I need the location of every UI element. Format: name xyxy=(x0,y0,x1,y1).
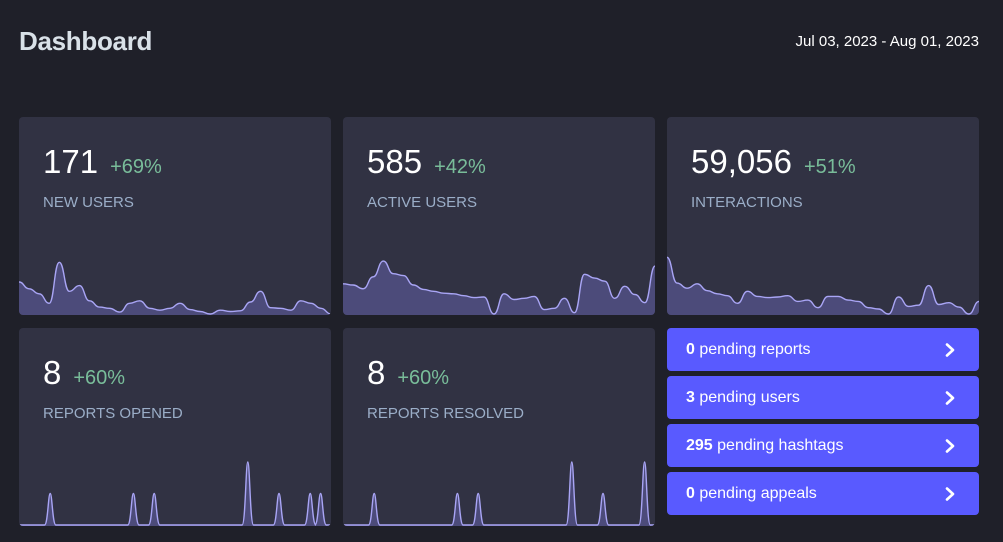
metric-value: 59,056 xyxy=(691,143,792,180)
metric-label: NEW USERS xyxy=(43,194,134,211)
metric-card-reports-opened: 8 +60% REPORTS OPENED xyxy=(19,328,331,526)
page-title: Dashboard xyxy=(19,26,153,56)
date-range: Jul 03, 2023 - Aug 01, 2023 xyxy=(795,33,979,50)
metric-label: ACTIVE USERS xyxy=(367,194,478,211)
sparkline-line xyxy=(343,461,655,526)
sparkline-chart xyxy=(343,260,655,315)
sparkline-area xyxy=(19,462,331,526)
chevron-right-icon xyxy=(945,486,955,501)
pending-hashtags-button[interactable]: 295 pending hashtags xyxy=(667,424,979,467)
pending-reports-button[interactable]: 0 pending reports xyxy=(667,328,979,371)
sparkline-chart xyxy=(19,461,331,526)
metric-label: REPORTS RESOLVED xyxy=(367,405,524,422)
sparkline-chart xyxy=(19,261,331,315)
metric-label: INTERACTIONS xyxy=(691,194,803,211)
sparkline-area xyxy=(343,462,655,526)
action-text: 295 pending hashtags xyxy=(686,436,844,454)
pending-users-button[interactable]: 3 pending users xyxy=(667,376,979,419)
metric-card-new-users: 171 +69% NEW USERS xyxy=(19,117,331,315)
metric-change: +60% xyxy=(397,367,450,389)
sparkline-area xyxy=(343,261,655,315)
metric-change: +60% xyxy=(73,367,126,389)
metric-card-active-users: 585 +42% ACTIVE USERS xyxy=(343,117,655,315)
action-text: 0 pending reports xyxy=(686,340,811,358)
sparkline-line xyxy=(667,256,979,315)
chevron-right-icon xyxy=(945,390,955,405)
page-header: Dashboard Jul 03, 2023 - Aug 01, 2023 xyxy=(0,0,1003,90)
sparkline-line xyxy=(19,261,331,315)
metric-value: 8 xyxy=(367,354,386,391)
metric-card-interactions: 59,056 +51% INTERACTIONS xyxy=(667,117,979,315)
action-text: 3 pending users xyxy=(686,388,800,406)
metric-value: 171 xyxy=(43,143,99,180)
sparkline-area xyxy=(667,257,979,315)
chevron-right-icon xyxy=(945,438,955,453)
sparkline-line xyxy=(19,461,331,526)
sparkline-line xyxy=(343,260,655,315)
metric-value: 8 xyxy=(43,354,62,391)
metric-value: 585 xyxy=(367,143,423,180)
sparkline-chart xyxy=(343,461,655,526)
metric-change: +51% xyxy=(803,156,856,178)
sparkline-area xyxy=(19,262,331,315)
metric-card-reports-resolved: 8 +60% REPORTS RESOLVED xyxy=(343,328,655,526)
metric-label: REPORTS OPENED xyxy=(43,405,183,422)
sparkline-chart xyxy=(667,256,979,315)
pending-appeals-button[interactable]: 0 pending appeals xyxy=(667,472,979,515)
metric-change: +42% xyxy=(434,156,486,178)
chevron-right-icon xyxy=(945,342,955,357)
metric-change: +69% xyxy=(110,156,162,178)
action-text: 0 pending appeals xyxy=(686,484,817,502)
